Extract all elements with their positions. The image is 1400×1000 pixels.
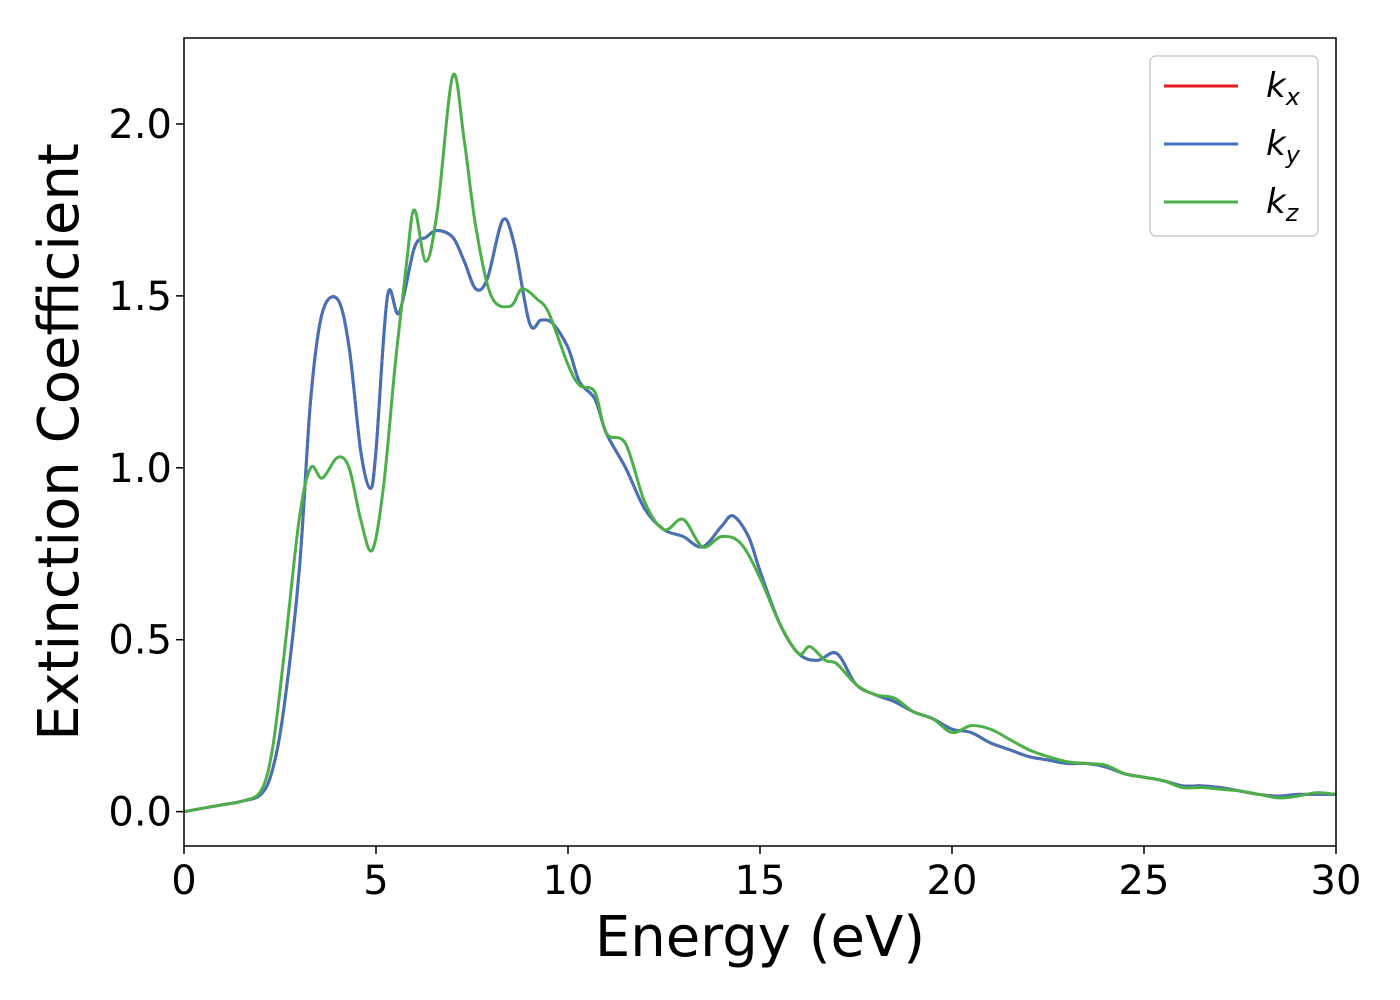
y-tick-label: 0.5	[108, 618, 172, 664]
y-tick-label: 1.0	[108, 446, 172, 492]
x-tick-label: 15	[735, 858, 786, 904]
x-axis: 0 5 10 15 20 25 30	[171, 846, 1361, 904]
series-line-ky	[184, 217, 1336, 814]
x-tick-label: 10	[543, 858, 594, 904]
y-axis: 0.0 0.5 1.0 1.5 2.0	[108, 102, 184, 836]
legend-label-ky: ky	[1266, 124, 1301, 169]
x-tick-label: 0	[171, 858, 196, 904]
series-line-kz	[184, 72, 1336, 814]
x-tick-label: 5	[363, 858, 388, 904]
x-tick-label: 30	[1311, 858, 1362, 904]
y-tick-label: 1.5	[108, 274, 172, 320]
legend-label-kz: kz	[1266, 182, 1300, 227]
x-tick-label: 25	[1119, 858, 1170, 904]
y-tick-label: 2.0	[108, 102, 172, 148]
y-tick-label: 0.0	[108, 790, 172, 836]
series-line-kx	[184, 217, 1336, 814]
x-axis-label: Energy (eV)	[595, 905, 925, 970]
legend-label-kx: kx	[1266, 66, 1301, 111]
y-axis-label: Extinction Coefficient	[27, 143, 92, 741]
series-layer	[184, 72, 1336, 814]
legend: kx ky kz	[1149, 55, 1319, 237]
legend-box	[1149, 55, 1319, 237]
x-tick-label: 20	[927, 858, 978, 904]
